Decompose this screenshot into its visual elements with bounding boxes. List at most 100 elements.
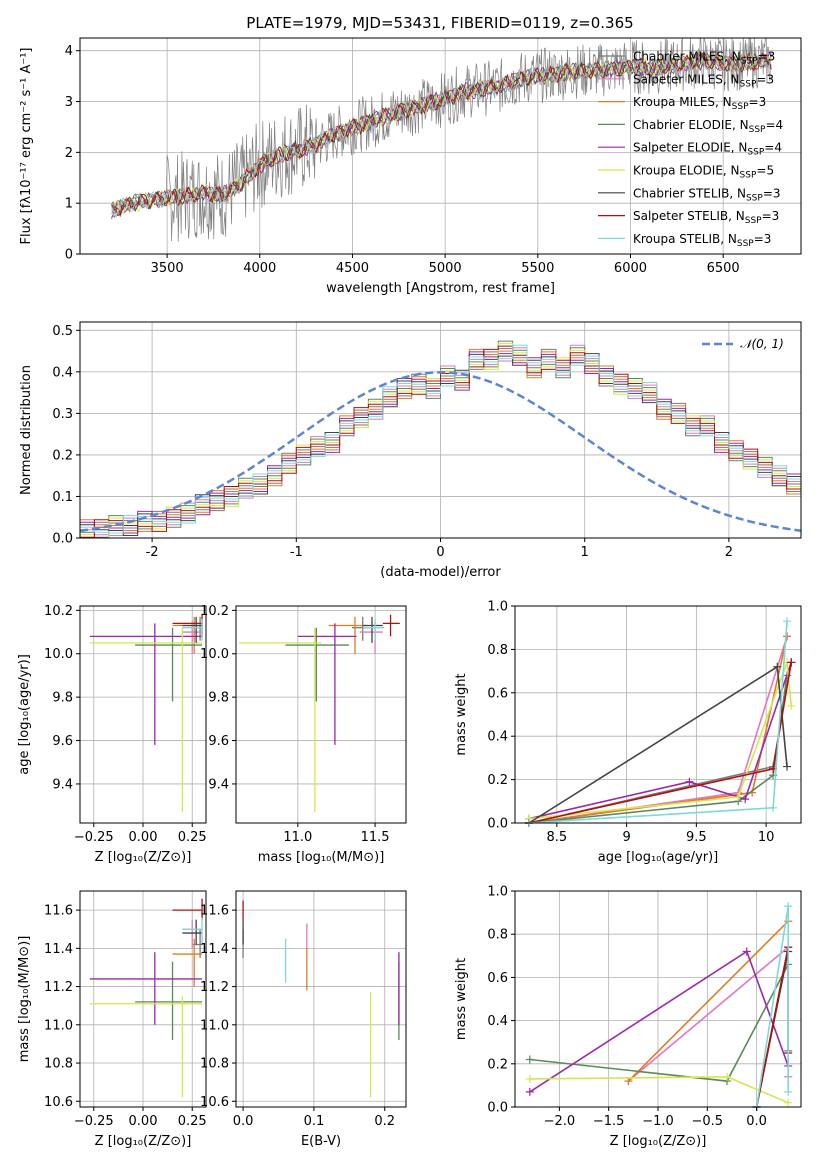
legend-entry: Chabrier ELODIE, NSSP=4 — [633, 118, 783, 135]
y-tick-label: 0.6 — [487, 971, 508, 986]
series-marker — [685, 777, 694, 786]
y-axis-label: Flux [fλ10⁻¹⁷ erg cm⁻² s⁻¹ A⁻¹] — [19, 48, 34, 245]
errorbar-point — [135, 627, 203, 702]
errorbar-point — [285, 627, 349, 702]
y-tick-label: 9.4 — [208, 777, 229, 792]
y-axis-label: age [log₁₀(age/yr)] — [17, 654, 32, 775]
series-line — [529, 1075, 789, 1104]
y-tick-label: 10.0 — [200, 647, 229, 662]
x-tick-label: -1 — [290, 545, 303, 560]
series-line — [627, 920, 789, 1082]
y-tick-label: 9.4 — [52, 777, 73, 792]
y-tick-label: 0.4 — [52, 365, 73, 380]
error-bars — [242, 900, 400, 1098]
error-bars — [89, 614, 203, 813]
y-tick-label: 11.4 — [44, 942, 73, 957]
y-tick-label: 3 — [65, 95, 73, 110]
x-tick-label: −2.0 — [544, 1114, 576, 1129]
y-axis-label: mass weight — [454, 958, 469, 1040]
panel-age-vs-Z: −0.25 0.00 0.25 9.4 9.6 9.8 10.0 10.2 Z [log₁₀(Z… — [17, 604, 207, 865]
x-axis-label: Z [log₁₀(Z/Z⊙)] — [95, 1134, 192, 1149]
axes-frame — [79, 37, 802, 255]
histogram-step — [80, 344, 801, 538]
series-marker — [734, 792, 743, 801]
normal-curve — [80, 371, 801, 532]
y-tick-label: 0.0 — [487, 817, 508, 832]
legend-entry: Salpeter MILES, NSSP=3 — [633, 72, 774, 89]
error-bars — [239, 614, 400, 813]
x-tick-label: −0.5 — [692, 1114, 724, 1129]
x-tick-label: 9 — [622, 830, 630, 845]
errorbar-point — [182, 619, 203, 641]
y-tick-label: 0.2 — [487, 773, 508, 788]
legend-entry: Chabrier STELIB, NSSP=3 — [633, 186, 781, 203]
errorbar-point — [382, 614, 400, 637]
series-marker — [783, 762, 792, 771]
series-line — [528, 662, 792, 820]
series-marker — [525, 1055, 534, 1064]
panel-mass-weight-vs-age: 8.5 9 9.5 10 0.0 0.2 0.4 0.6 0.8 1.0 age [log₁₀(ag… — [454, 600, 802, 865]
mass-weight-lines — [524, 617, 796, 827]
x-tick-label: 4500 — [336, 261, 369, 276]
legend-entry: Salpeter ELODIE, NSSP=4 — [633, 141, 782, 158]
mass-weight-lines — [525, 902, 793, 1111]
errorbar-point — [182, 917, 203, 945]
error-bars — [89, 898, 203, 1098]
x-axis-label: mass [log₁₀(M/M⊙)] — [258, 850, 385, 865]
panel-mass-vs-ebv: 0.0 0.1 0.2 10.6 10.8 11.0 11.2 11.4 11.6 E(B-V) — [200, 890, 407, 1149]
y-tick-label: 0.0 — [52, 532, 73, 547]
legend-entry: Salpeter STELIB, NSSP=3 — [633, 209, 779, 226]
y-tick-label: 10.0 — [44, 647, 73, 662]
legend-entry: Kroupa STELIB, NSSP=3 — [633, 232, 771, 249]
panel-mass-weight-vs-Z: −2.0 −1.5 −1.0 −0.5 0.0 0.0 0.2 0.4 0.6 0.8 1.0 Z [… — [454, 885, 802, 1149]
x-tick-label: −0.25 — [74, 1114, 114, 1129]
y-tick-label: 11.4 — [200, 942, 229, 957]
legend-entry: 𝒩(0, 1) — [740, 337, 784, 351]
errorbar-point — [89, 952, 203, 1025]
x-axis-label: wavelength [Angstrom, rest frame] — [326, 281, 555, 296]
axes-frame — [235, 605, 407, 824]
x-tick-label: 0.0 — [746, 1114, 767, 1129]
model-spectrum — [111, 52, 772, 216]
series-marker — [769, 803, 778, 812]
y-tick-label: 1.0 — [487, 600, 508, 615]
panel-spectrum: 3500 4000 4500 5000 5500 6000 6500 0 1 2 3 4 wavelen… — [19, 37, 802, 296]
series-marker — [783, 617, 792, 626]
figure-title: PLATE=1979, MJD=53431, FIBERID=0119, z=0… — [246, 14, 633, 32]
legend-entry: Kroupa MILES, NSSP=3 — [633, 95, 766, 112]
errorbar-point — [89, 996, 203, 1098]
series-marker — [525, 1074, 534, 1083]
x-axis-label: age [log₁₀(age/yr)] — [598, 850, 719, 865]
y-tick-label: 10.2 — [200, 604, 229, 619]
observed-spectrum — [111, 38, 772, 242]
errorbar-point — [182, 919, 203, 945]
y-tick-label: 10.8 — [44, 1057, 73, 1072]
x-tick-label: 3500 — [151, 261, 184, 276]
model-spectrum — [111, 52, 772, 216]
series-line — [528, 675, 788, 824]
y-tick-label: 2 — [65, 146, 73, 161]
series-marker — [525, 1087, 534, 1096]
y-tick-label: 0.2 — [487, 1057, 508, 1072]
series-marker — [741, 795, 750, 804]
x-tick-label: 0.2 — [374, 1114, 395, 1129]
y-tick-label: 0.0 — [487, 1101, 508, 1116]
histograms — [80, 340, 801, 538]
spectrum-legend: Chabrier MILES, NSSP=3 Salpeter MILES, NS… — [598, 50, 783, 249]
x-tick-label: 10 — [758, 830, 775, 845]
y-axis-label: mass [log₁₀(M/M⊙)] — [17, 936, 32, 1063]
errorbar-point — [182, 616, 203, 643]
series-marker — [784, 1087, 793, 1096]
errorbar-point — [362, 616, 383, 643]
x-tick-label: 0.25 — [178, 1114, 207, 1129]
errorbar-point — [172, 898, 203, 920]
x-tick-label: -2 — [146, 545, 159, 560]
series-line — [529, 950, 789, 1093]
errorbar-point — [182, 621, 203, 654]
y-tick-label: 11.0 — [200, 1018, 229, 1033]
x-axis-label: E(B-V) — [301, 1134, 341, 1149]
series-marker — [783, 632, 792, 641]
x-tick-label: 5000 — [429, 261, 462, 276]
y-tick-label: 10.6 — [200, 1095, 229, 1110]
